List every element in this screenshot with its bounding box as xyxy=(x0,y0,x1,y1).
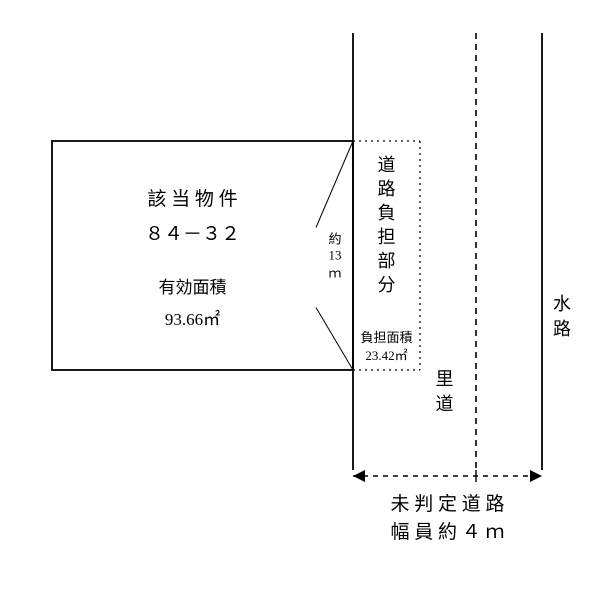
satodo-char-1: 道 xyxy=(436,394,454,414)
effective-area-value: 93.66㎡ xyxy=(165,310,220,329)
road-burden-char-3: 担 xyxy=(378,227,396,247)
parcel-title: 該 当 物 件 xyxy=(147,188,237,210)
road-burden-char-1: 路 xyxy=(378,179,396,199)
length-value: 13 xyxy=(329,248,342,263)
road-burden-char-4: 部 xyxy=(378,251,396,271)
parcel-number: ８４－３２ xyxy=(145,224,240,245)
burden-area-value: 23.42㎡ xyxy=(365,348,407,363)
length-approx: 約 xyxy=(328,232,341,247)
waterway-char-1: 路 xyxy=(553,319,571,339)
canvas-bg xyxy=(0,0,594,600)
road-burden-char-2: 負 xyxy=(378,203,396,223)
length-unit: ｍ xyxy=(328,266,341,281)
waterway-char-0: 水 xyxy=(553,294,571,314)
road-burden-char-0: 道 xyxy=(378,155,396,175)
undetermined-road-line1: 未 判 定 道 路 xyxy=(390,493,504,515)
burden-area-label: 負担面積 xyxy=(360,330,412,345)
effective-area-label: 有効面積 xyxy=(159,278,227,297)
undetermined-road-line2: 幅 員 約 ４ ｍ xyxy=(390,521,504,543)
satodo-char-0: 里 xyxy=(436,369,454,389)
road-burden-char-5: 分 xyxy=(378,275,396,295)
